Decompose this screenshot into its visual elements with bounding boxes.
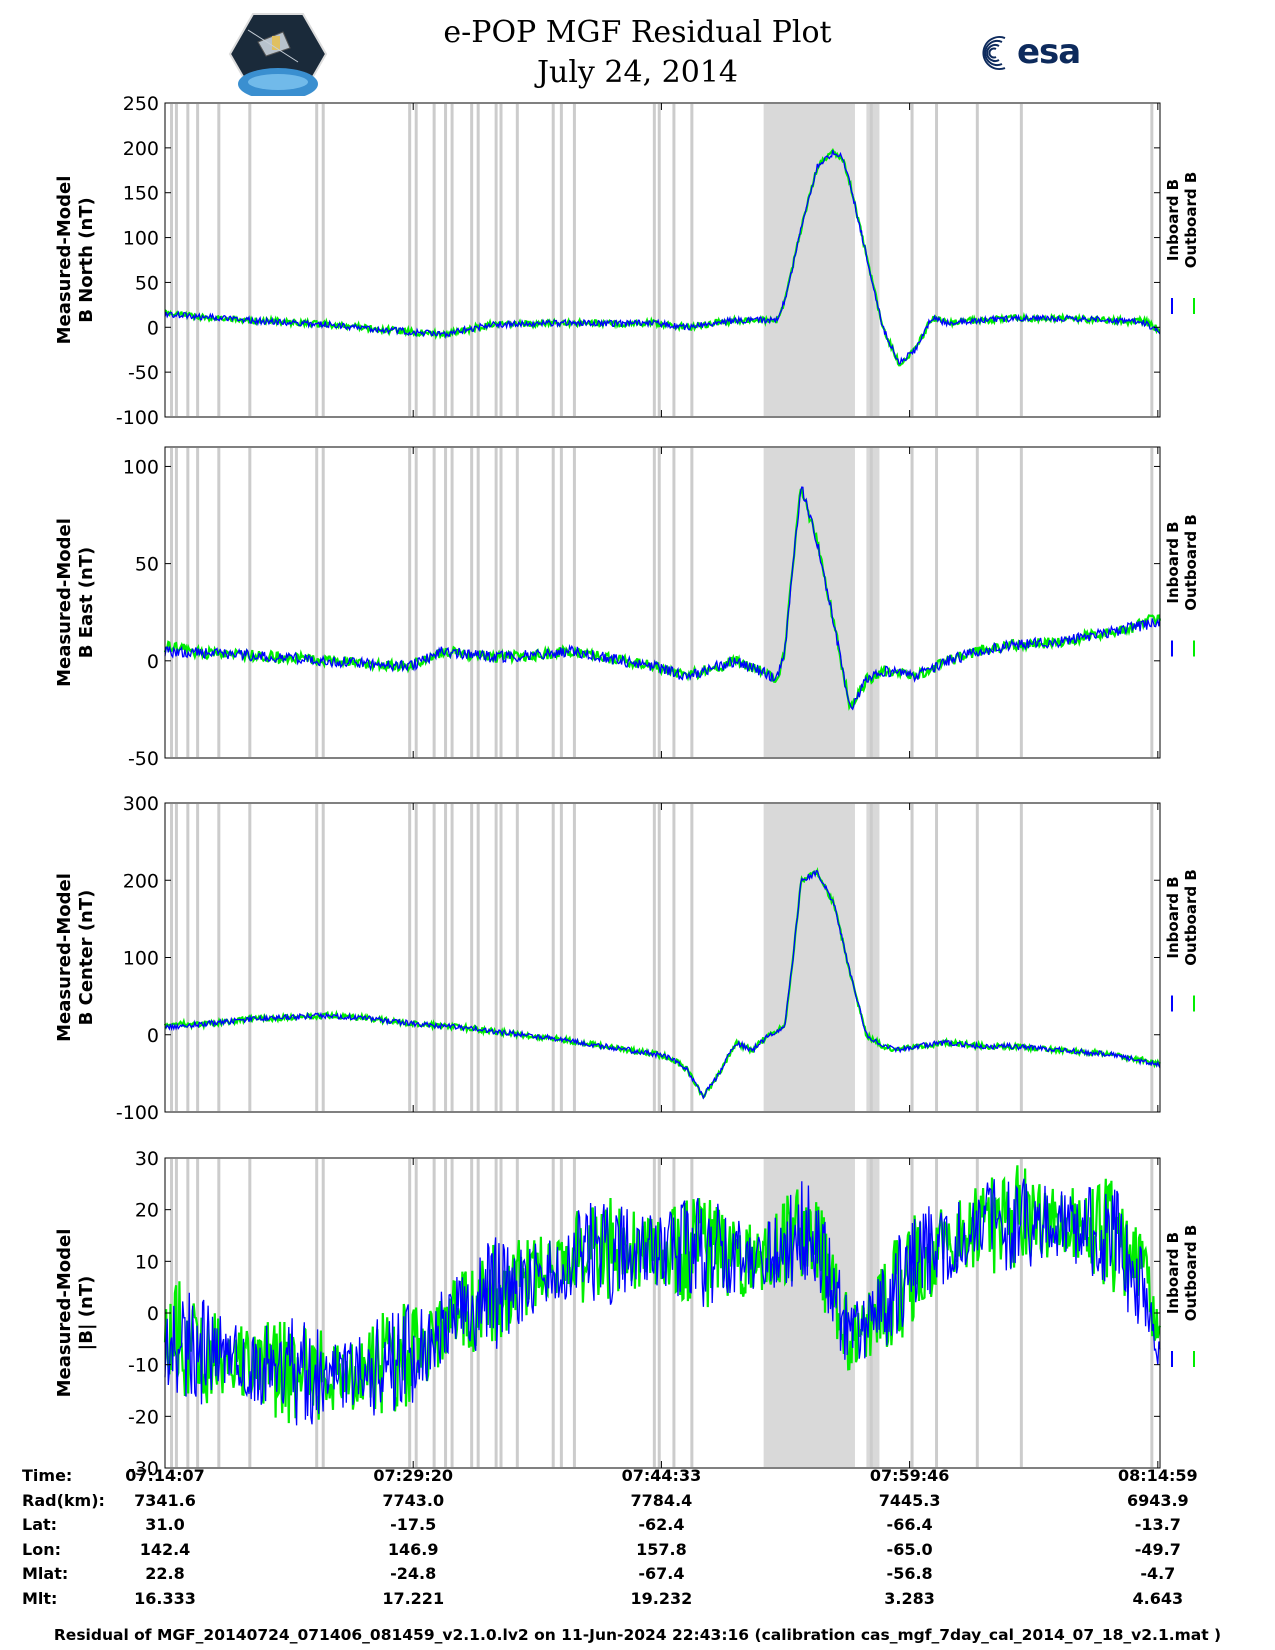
chart-subtitle-date: July 24, 2014 <box>536 55 739 90</box>
y-axis-label: Measured-ModelB North (nT) <box>54 176 97 345</box>
eclipse-shading-3-2 <box>866 804 880 1111</box>
info-cell: 07:59:46 <box>869 1466 950 1485</box>
y-tick-label: 10 <box>135 1251 159 1273</box>
info-row-label: Rad(km): <box>22 1490 105 1510</box>
y-axis-label: Measured-Model|B| (nT) <box>54 1229 97 1398</box>
info-cell: 7341.6 <box>134 1490 196 1510</box>
info-row: Rad(km): 7341.6 7743.0 7784.4 7445.3 6943.9 <box>0 1491 1275 1513</box>
series-outboard-line <box>163 867 1161 1100</box>
eclipse-shading-2-1 <box>763 448 855 757</box>
esa-logo: esa <box>975 30 1095 80</box>
info-cell: 4.643 <box>1132 1588 1184 1608</box>
info-cell: -24.8 <box>390 1564 437 1583</box>
legend-text: Inboard BOutboard B <box>1164 1225 1200 1322</box>
info-row: Lon: 142.4 146.9 157.8 -65.0 -49.7 <box>0 1540 1275 1562</box>
y-tick-label: 100 <box>123 456 159 478</box>
plot-frame <box>164 1157 1161 1469</box>
info-row: Time: 07:14:07 07:29:20 07:44:33 07:59:46 08:… <box>0 1466 1275 1488</box>
y-tick-label: 200 <box>123 138 159 160</box>
y-tick-label: 0 <box>147 1025 159 1047</box>
info-row-label: Mlt: <box>22 1588 58 1608</box>
y-axis-label: Measured-ModelB Center (nT) <box>54 873 97 1042</box>
info-cell: 142.4 <box>139 1539 191 1559</box>
y-tick-label: 100 <box>123 228 159 250</box>
eclipse-shading-1-1 <box>763 104 855 416</box>
y-tick-label: -100 <box>116 407 159 429</box>
info-cell: -67.4 <box>638 1564 685 1583</box>
y-tick-label: 50 <box>135 554 159 576</box>
info-row-label: Lat: <box>22 1515 58 1534</box>
y-tick-label: 100 <box>123 948 159 970</box>
y-tick-label: 30 <box>135 1148 159 1170</box>
info-cell: -13.7 <box>1134 1515 1181 1534</box>
info-cell: -49.7 <box>1134 1539 1181 1559</box>
info-cell: -66.4 <box>886 1515 933 1534</box>
y-tick-label: -50 <box>128 748 159 770</box>
legend-text: Inboard BOutboard B <box>1164 514 1200 611</box>
y-tick-label: 50 <box>135 272 159 294</box>
y-tick-label: -30 <box>128 1458 159 1480</box>
y-tick-label: 250 <box>123 93 159 115</box>
esa-logo-text: esa <box>1017 32 1081 72</box>
info-row-label: Lon: <box>22 1539 61 1559</box>
y-tick-label: 0 <box>147 1303 159 1325</box>
info-cell: 3.283 <box>884 1588 935 1608</box>
y-tick-label: 0 <box>147 651 159 673</box>
info-cell: -4.7 <box>1140 1564 1176 1583</box>
info-cell: 07:44:33 <box>621 1466 702 1485</box>
y-tick-label: 200 <box>123 870 159 892</box>
y-tick-label: -50 <box>128 362 159 384</box>
eclipse-shading-1-2 <box>866 104 880 416</box>
info-cell: 07:29:20 <box>373 1466 453 1485</box>
plot-frame <box>164 802 1161 1113</box>
y-tick-label: -20 <box>128 1406 159 1428</box>
y-tick-label: -10 <box>128 1355 159 1377</box>
legend-text: Inboard BOutboard B <box>1164 869 1200 966</box>
eclipse-shading-3-1 <box>763 804 855 1111</box>
info-cell: 22.8 <box>145 1564 185 1583</box>
info-cell: 7784.4 <box>630 1490 693 1510</box>
info-cell: -56.8 <box>886 1564 933 1583</box>
plot-frame <box>164 446 1161 759</box>
info-cell: 7445.3 <box>878 1490 941 1510</box>
info-cell: 17.221 <box>382 1588 445 1608</box>
info-cell: 16.333 <box>134 1588 196 1608</box>
info-cell: 6943.9 <box>1126 1490 1189 1510</box>
info-cell: -17.5 <box>390 1515 437 1534</box>
series-inboard-line <box>164 1178 1161 1426</box>
info-row: Mlat: 22.8 -24.8 -67.4 -56.8 -4.7 <box>0 1564 1275 1586</box>
series-outboard-line <box>163 1165 1162 1424</box>
info-cell: -65.0 <box>886 1539 933 1559</box>
series-inboard-line <box>164 870 1161 1100</box>
cassiope-mission-logo <box>228 12 328 100</box>
info-cell: 31.0 <box>145 1515 185 1534</box>
info-row: Mlt: 16.333 17.221 19.232 3.283 4.643 <box>0 1589 1275 1611</box>
info-cell: 157.8 <box>636 1539 687 1559</box>
series-inboard-line <box>164 150 1161 365</box>
chart-title: e-POP MGF Residual Plot <box>443 15 832 50</box>
y-tick-label: 150 <box>123 183 159 205</box>
y-tick-label: -100 <box>116 1102 159 1124</box>
eclipse-shading-2-2 <box>866 448 880 757</box>
info-row-label: Time: <box>22 1466 73 1485</box>
y-tick-label: 300 <box>123 793 159 815</box>
series-outboard-line <box>163 488 1162 711</box>
footer-file-info: Residual of MGF_20140724_071406_081459_v… <box>53 1626 1222 1644</box>
series-inboard-line <box>164 486 1161 711</box>
info-cell: 7743.0 <box>382 1490 445 1510</box>
y-tick-label: 20 <box>135 1200 159 1222</box>
info-row: Lat: 31.0 -17.5 -62.4 -66.4 -13.7 <box>0 1515 1275 1537</box>
y-tick-label: 0 <box>147 317 159 339</box>
legend-text: Inboard BOutboard B <box>1164 172 1200 269</box>
info-cell: 19.232 <box>630 1588 693 1608</box>
info-cell: 146.9 <box>387 1539 439 1559</box>
y-axis-label: Measured-ModelB East (nT) <box>54 518 97 687</box>
info-cell: 07:14:07 <box>125 1466 205 1485</box>
info-cell: -62.4 <box>638 1515 685 1534</box>
series-outboard-line <box>164 148 1161 367</box>
info-row-label: Mlat: <box>22 1564 69 1583</box>
plot-frame <box>164 102 1161 418</box>
info-cell: 08:14:59 <box>1118 1466 1198 1485</box>
